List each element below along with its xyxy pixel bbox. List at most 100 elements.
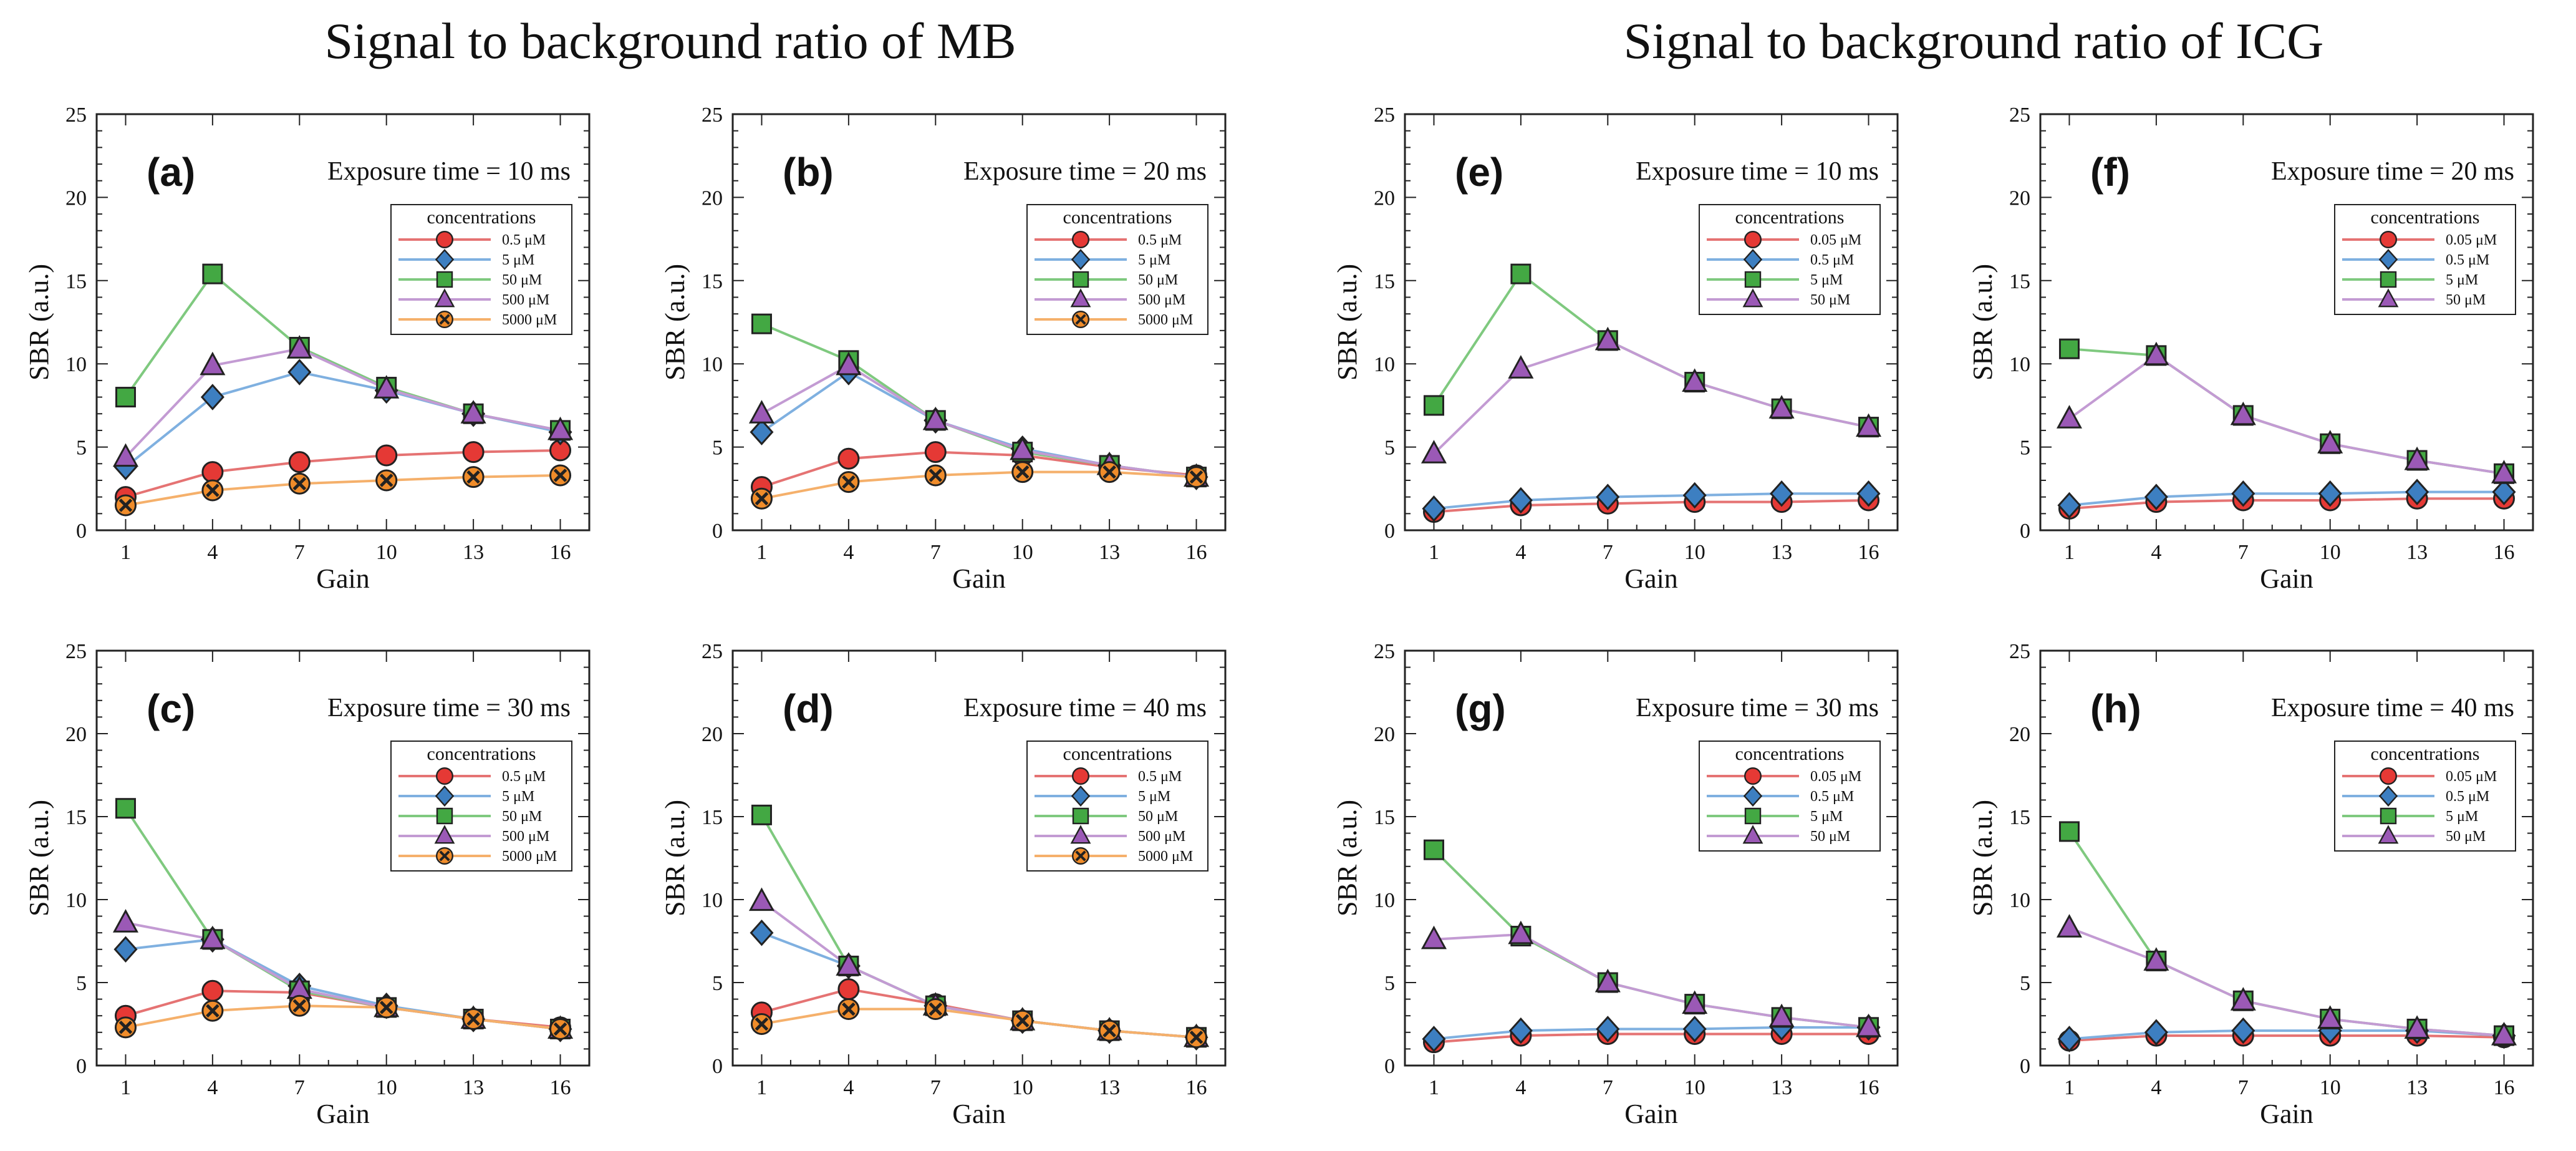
data-point (751, 488, 771, 508)
legend-label: 0.5 μM (2446, 789, 2489, 805)
data-point (1424, 840, 1443, 859)
legend-label: 500 μM (502, 828, 549, 845)
y-tick-label: 15 (702, 806, 723, 829)
series-line (125, 450, 560, 497)
x-tick-label: 10 (2320, 1076, 2341, 1099)
data-point (203, 462, 223, 482)
chart-panel: 05101520251 4 7 10 13 16GainSBR (a.u.)(f) Expo… (1967, 104, 2533, 594)
legend-marker (1745, 768, 1761, 784)
y-tick-label: 25 (65, 640, 87, 663)
data-point (289, 361, 310, 384)
x-tick-label: 10 (1684, 1076, 1705, 1099)
legend-label: 5 μM (2446, 809, 2478, 825)
data-point (1187, 467, 1207, 487)
y-tick-label: 5 (76, 437, 87, 460)
series-line (125, 475, 560, 505)
y-tick-label: 15 (1374, 270, 1395, 293)
figure-canvas: Signal to background ratio of MB Signal … (0, 0, 2576, 1151)
data-point (751, 1014, 771, 1034)
y-tick-label: 20 (702, 723, 723, 746)
legend-label: 0.05 μM (2446, 232, 2497, 248)
y-tick-label: 10 (702, 353, 723, 376)
y-tick-label: 15 (702, 270, 723, 293)
data-point (2060, 822, 2078, 841)
legend-marker (1073, 231, 1089, 248)
x-tick-label: 1 (120, 1076, 131, 1099)
y-tick-label: 0 (712, 1055, 723, 1078)
x-tick-label: 16 (1186, 541, 1207, 564)
data-point (1187, 1027, 1207, 1047)
series-line (761, 901, 1196, 1037)
exposure-annotation: Exposure time = 40 ms (963, 694, 1207, 722)
legend-marker (1073, 768, 1089, 784)
y-tick-label: 20 (2009, 187, 2030, 210)
x-tick-label: 7 (1603, 541, 1613, 564)
x-tick-label: 1 (2064, 1076, 2075, 1099)
panel-label: (b) (783, 150, 834, 195)
data-point (115, 495, 135, 515)
x-axis-label: Gain (952, 563, 1006, 594)
x-axis-label: Gain (316, 563, 370, 594)
x-tick-label: 10 (1684, 541, 1705, 564)
legend-label: 50 μM (2446, 292, 2486, 308)
legend-marker (1073, 311, 1089, 328)
x-axis-label: Gain (1624, 563, 1678, 594)
x-axis-label: Gain (2260, 1099, 2313, 1129)
data-point (1099, 462, 1119, 482)
x-tick-label: 1 (756, 541, 767, 564)
panel-label: (c) (147, 686, 195, 731)
legend-marker (2380, 768, 2396, 784)
y-axis-label: SBR (a.u.) (1332, 800, 1363, 916)
data-point (752, 314, 771, 333)
data-point (1013, 1011, 1033, 1031)
data-point (551, 465, 571, 485)
series-line (2069, 349, 2504, 474)
legend-label: 50 μM (502, 272, 542, 288)
series-line (1434, 1034, 1868, 1042)
x-tick-label: 4 (1515, 1076, 1526, 1099)
legend-label: 5 μM (1810, 272, 1843, 288)
y-tick-label: 10 (65, 889, 87, 912)
x-tick-label: 4 (843, 1076, 854, 1099)
data-point (116, 799, 135, 818)
x-tick-label: 1 (1429, 1076, 1439, 1099)
data-point (925, 465, 945, 485)
x-tick-label: 13 (1099, 1076, 1120, 1099)
x-tick-label: 1 (2064, 541, 2075, 564)
legend-label: 0.5 μM (502, 232, 546, 248)
data-point (1512, 265, 1530, 283)
y-tick-label: 25 (2009, 640, 2030, 663)
legend-label: 5 μM (1138, 252, 1170, 268)
y-tick-label: 15 (65, 806, 87, 829)
x-tick-label: 7 (1603, 1076, 1613, 1099)
data-point (2060, 339, 2078, 358)
data-point (839, 449, 859, 469)
legend-label: 5000 μM (502, 848, 557, 865)
x-tick-label: 13 (463, 1076, 484, 1099)
chart-panel: 0 5 10 15 20 25 1 4 7 10 13 16 Gain SBR (a.u.) (d) Expo… (660, 640, 1225, 1129)
legend-title: concentrations (1063, 744, 1172, 764)
legend: concentrations 0.05 μM 0.5 μM 5 μM 50 μM (2335, 741, 2516, 851)
legend-label: 5 μM (1810, 809, 1843, 825)
y-tick-label: 5 (2020, 437, 2030, 460)
chart-panel: 05101520251 4 7 10 13 16GainSBR (a.u.)(c) Expo… (24, 640, 589, 1129)
legend-marker (437, 231, 453, 248)
series-line (761, 472, 1196, 499)
data-point (1099, 1021, 1119, 1041)
x-tick-label: 7 (2238, 1076, 2249, 1099)
x-tick-label: 1 (120, 541, 131, 564)
x-tick-label: 7 (294, 1076, 305, 1099)
x-tick-label: 4 (2151, 1076, 2161, 1099)
legend-label: 0.5 μM (2446, 252, 2489, 268)
x-tick-label: 10 (376, 1076, 397, 1099)
x-tick-label: 10 (376, 541, 397, 564)
chart-panel: 05101520251 4 7 10 13 16GainSBR (a.u.)(a) Expo… (24, 104, 589, 594)
x-tick-label: 4 (1515, 541, 1526, 564)
panel-label: (e) (1455, 150, 1503, 195)
y-tick-label: 5 (1384, 437, 1395, 460)
y-tick-label: 15 (65, 270, 87, 293)
legend-marker (437, 809, 452, 823)
legend-label: 0.5 μM (1810, 789, 1854, 805)
x-tick-label: 4 (2151, 541, 2161, 564)
y-tick-label: 15 (2009, 806, 2030, 829)
